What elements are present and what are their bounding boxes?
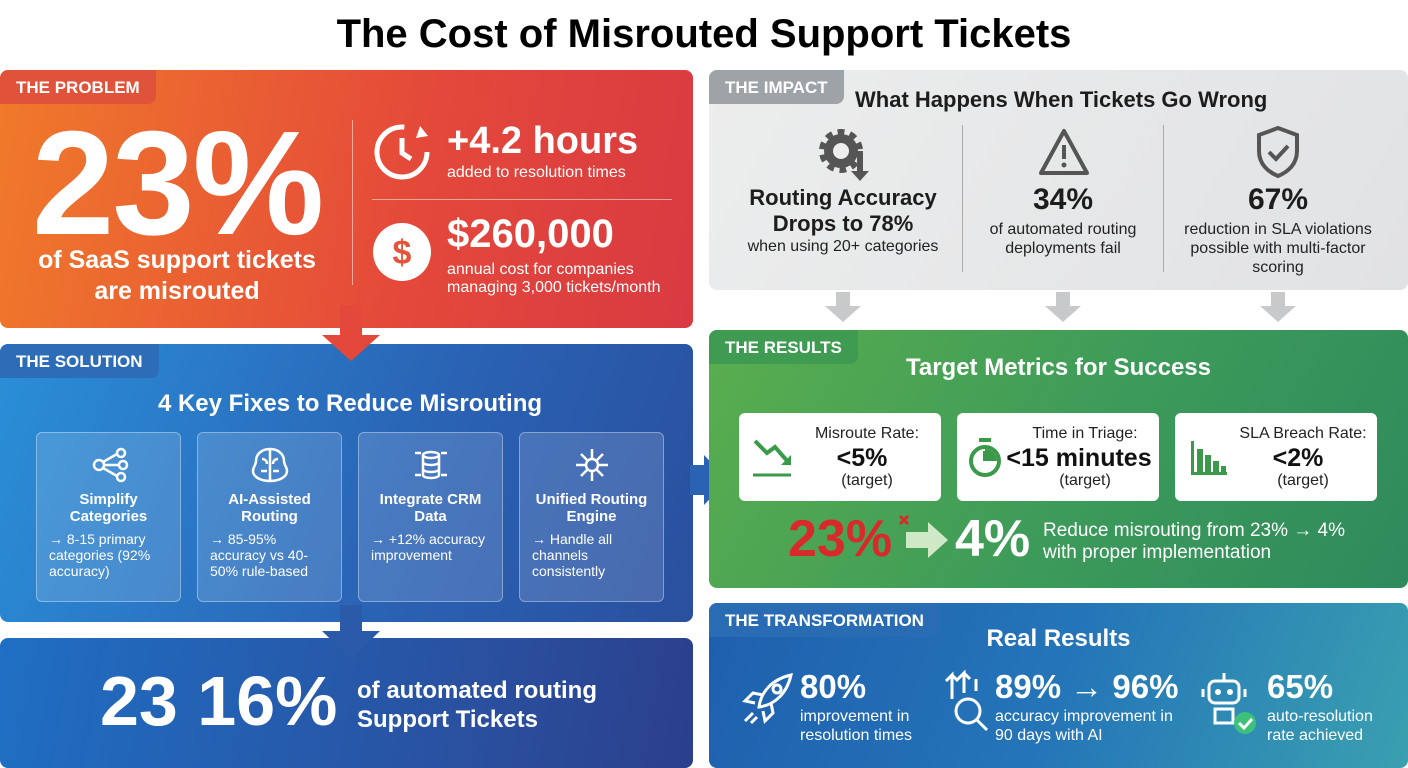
section-label: THE IMPACT [709,70,844,104]
section-heading: Real Results [986,625,1131,652]
problem-panel: THE PROBLEM 23% of SaaS support tickets … [0,70,693,328]
card-detail: → Handle all channels consistently [532,531,613,579]
divider [1163,125,1164,272]
result-value: 80% [800,668,867,705]
results-text: Reduce misrouting from 23% → 4% with pro… [1043,520,1346,563]
divider [352,120,353,285]
result-desc: accuracy improvement in 90 days with AI [995,708,1173,744]
card-title: Integrate CRM Data [379,491,482,525]
arrow-down [1260,292,1296,322]
impact-panel: THE IMPACT What Happens When Tickets Go … [709,70,1408,290]
big-stat-text: of SaaS support tickets are misrouted [38,246,316,305]
icon [92,447,129,483]
section-label: THE RESULTS [709,330,858,364]
from-value: 23% [788,510,893,568]
icon [415,450,447,480]
card-detail: → 85-95% accuracy vs 40-50% rule-based [210,531,309,579]
result-value: 89% → 96% [995,668,1179,705]
arrow-down [322,305,380,361]
card-title: Simplify Categories [69,491,148,525]
metric-box: Misroute Rate: <5% (target) [739,413,941,501]
section-heading: 4 Key Fixes to Reduce Misrouting [157,390,543,417]
rocket-icon [741,673,793,725]
bars-icon [1191,441,1227,475]
card-title: AI-Assisted Routing [228,491,311,525]
fix-card: Simplify Categories → 8-15 primary categ… [36,432,181,602]
card-detail: → 8-15 primary categories (92% accuracy) [49,531,151,579]
metric-note: (target) [841,472,893,489]
section-label: THE PROBLEM [0,70,156,104]
trend-icon [753,439,791,477]
result-value: 65% [1267,668,1334,705]
arrow-down [1045,292,1081,322]
svg-text:$: $ [393,234,412,272]
stat-value: $260,000 [447,212,614,256]
card-detail: → +12% accuracy improvement [371,531,485,563]
to-value: 4% [955,510,1031,568]
impact-desc: of automated routing deployments fail [989,221,1137,257]
card-title: Unified Routing Engine [535,491,648,525]
fix-card: Integrate CRM Data → +12% accuracy impro… [358,432,503,602]
summary-stat: 23 16% [100,662,338,740]
metric-box: Time in Triage: <15 minutes (target) [957,413,1159,501]
impact-value: 34% [1032,183,1094,216]
magnifier-icon [944,669,989,732]
fix-card: AI-Assisted Routing → 85-95% accuracy vs… [197,432,342,602]
dollar-icon: $ [373,223,431,281]
metric-value: <2% [1272,444,1324,472]
solution-panel: THE SOLUTION 4 Key Fixes to Reduce Misro… [0,344,693,622]
metric-box: SLA Breach Rate: <2% (target) [1175,413,1377,501]
impact-desc: reduction in SLA violations possible wit… [1184,221,1372,276]
metric-note: (target) [1277,472,1329,489]
divider [372,199,672,200]
result-desc: auto-resolution rate achieved [1267,708,1373,744]
robot-icon [1201,673,1256,734]
summary-panel: 23 16% of automated routing Support Tick… [0,638,693,768]
icon [251,447,289,483]
fix-card: Unified Routing Engine → Handle all chan… [519,432,664,602]
metric-label: SLA Breach Rate: [1239,425,1367,442]
arrow-icon [898,514,948,558]
impact-value: 67% [1247,183,1309,216]
stat-desc: annual cost for companies managing 3,000… [447,261,661,296]
section-label: THE TRANSFORMATION [709,603,940,637]
metric-value: <15 minutes [1006,444,1152,472]
section-label: THE SOLUTION [0,344,159,378]
stat-value: +4.2 hours [447,120,639,162]
impact-value: Routing Accuracy Drops to 78% [749,185,937,236]
metric-label: Misroute Rate: [814,425,920,442]
big-stat: 23% [32,101,324,266]
section-heading: What Happens When Tickets Go Wrong [855,87,1268,112]
title: The Cost of Misrouted Support Tickets [336,12,1072,56]
gear-icon [819,129,869,181]
transformation-panel: THE TRANSFORMATION Real Results 80% impr… [709,603,1408,768]
shield-icon [1257,125,1299,179]
result-desc: improvement in resolution times [800,708,913,744]
stat-desc: added to resolution times [447,164,626,181]
arrow-down [322,605,380,659]
metric-label: Time in Triage: [1032,425,1138,442]
arrow-down [825,292,861,322]
summary-text: of automated routing Support Tickets [357,677,597,733]
icon [576,449,608,481]
impact-desc: when using 20+ categories [747,238,939,255]
warning-icon [1039,129,1089,175]
metric-note: (target) [1059,472,1111,489]
clock-icon [374,124,430,180]
metric-value: <5% [836,444,888,472]
divider [962,125,963,272]
timer-icon [969,438,1001,477]
section-heading: Target Metrics for Success [905,354,1211,381]
